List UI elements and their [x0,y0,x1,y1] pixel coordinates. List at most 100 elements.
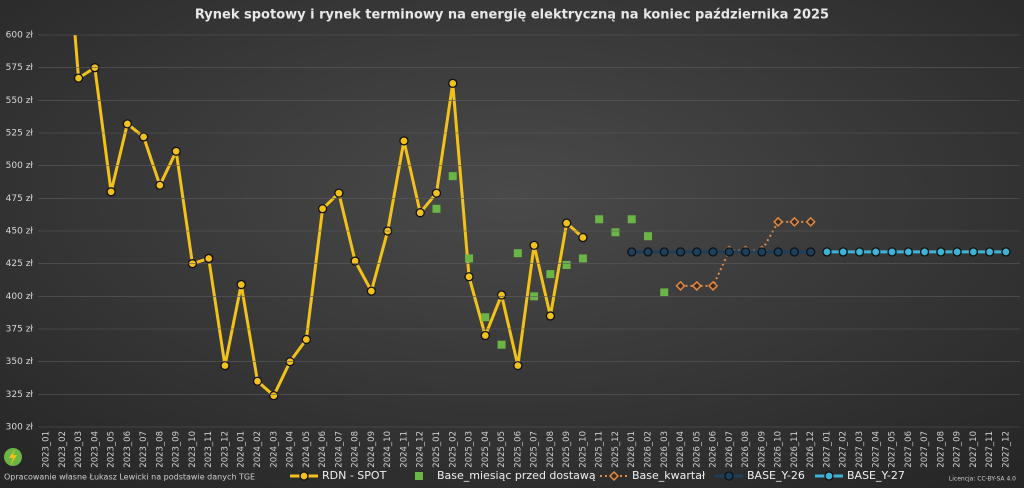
x-tick-label: 2027_06 [904,431,914,468]
x-tick-label: 2027_07 [920,431,930,468]
marker [643,247,653,257]
x-tick-label: 2024_02 [253,431,263,468]
x-tick-label: 2025_01 [432,431,442,468]
marker [952,247,962,257]
x-tick-label: 2027_03 [855,431,865,468]
marker [1001,247,1011,257]
x-tick-label: 2027_11 [985,431,995,468]
marker [350,256,360,266]
x-tick-label: 2026_05 [692,431,702,468]
chart-title: Rynek spotowy i rynek terminowy na energ… [195,8,829,23]
plot-area [73,35,1011,401]
x-tick-label: 2023_02 [58,431,68,468]
marker [513,360,523,371]
marker [578,232,588,243]
marker [595,215,604,224]
x-tick-label: 2023_04 [90,431,100,468]
x-tick-label: 2025_04 [481,431,491,468]
x-tick-label: 2026_08 [741,431,751,468]
marker [334,188,344,198]
y-tick-label: 425 zł [6,259,34,269]
marker [480,330,490,341]
x-tick-label: 2027_10 [969,431,979,468]
y-tick-label: 375 zł [6,325,34,335]
x-tick-label: 2026_01 [627,431,637,468]
source-note: Opracowanie własne Łukasz Lewicki na pod… [4,473,255,482]
marker [561,218,572,228]
marker [465,254,474,263]
marker [578,254,587,263]
x-tick-label: 2024_05 [302,431,312,468]
legend-item: BASE_Y-26 [715,469,805,482]
marker [366,286,377,296]
y-tick-label: 600 zł [6,31,34,41]
x-tick-label: 2023_05 [107,431,117,468]
marker [691,280,702,291]
marker [659,247,669,257]
x-tick-label: 2024_06 [318,431,328,468]
legend-marker [824,471,834,481]
marker [757,247,767,257]
y-tick-label: 450 zł [6,227,34,237]
y-tick-label: 400 zł [6,292,34,302]
marker [399,136,409,146]
license-note: Licencja: CC-BY-SA 4.0 [949,476,1016,483]
x-tick-label: 2023_08 [155,431,165,468]
marker [448,78,458,88]
marker [432,204,441,213]
x-tick-label: 2027_12 [1001,431,1011,468]
series-line [680,220,811,287]
x-tick-label: 2026_10 [774,431,784,468]
marker [985,247,995,257]
marker [155,180,165,190]
marker [740,247,751,257]
legend-item: Base_miesiąc przed dostawą [415,469,596,482]
marker [497,340,506,349]
logo [4,448,22,466]
marker [887,247,897,257]
marker [545,311,556,321]
marker [871,247,881,257]
legend-label: Base_miesiąc przed dostawą [437,469,596,482]
marker [805,216,816,227]
legend-label: BASE_Y-27 [847,469,905,482]
legend-item: RDN - SPOT [290,469,387,482]
x-tick-label: 2025_05 [497,431,507,468]
marker [481,313,490,322]
legend-item: BASE_Y-27 [815,469,905,482]
marker [724,247,734,257]
series-line [73,35,584,399]
marker [968,247,979,257]
marker [73,73,84,83]
marker [546,270,555,279]
x-tick-label: 2024_04 [286,431,296,468]
x-tick-label: 2027_02 [839,431,849,468]
marker [675,280,686,291]
legend-label: Base_kwartał [632,469,706,482]
marker [708,280,719,291]
x-tick-label: 2023_09 [172,431,182,468]
marker [122,119,132,129]
x-tick-label: 2024_12 [416,431,426,468]
marker [692,247,702,257]
y-tick-label: 350 zł [6,357,34,367]
marker [513,249,522,258]
marker [773,247,783,257]
x-tick-label: 2026_02 [643,431,653,468]
legend-marker [415,472,423,480]
x-tick-label: 2023_10 [188,431,198,468]
x-tick-label: 2023_06 [123,431,133,468]
x-tick-label: 2025_12 [611,431,621,468]
marker [773,216,784,227]
marker [301,334,311,345]
marker [252,376,263,386]
x-tick-label: 2026_07 [725,431,735,468]
x-tick-label: 2023_11 [204,431,214,468]
x-tick-label: 2025_08 [546,431,556,468]
marker [106,187,116,197]
marker [317,204,328,214]
x-tick-label: 2026_03 [660,431,670,468]
x-tick-label: 2024_10 [383,431,393,468]
marker [903,247,913,257]
